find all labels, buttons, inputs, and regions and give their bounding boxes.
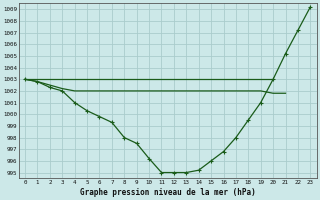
X-axis label: Graphe pression niveau de la mer (hPa): Graphe pression niveau de la mer (hPa) xyxy=(80,188,256,197)
